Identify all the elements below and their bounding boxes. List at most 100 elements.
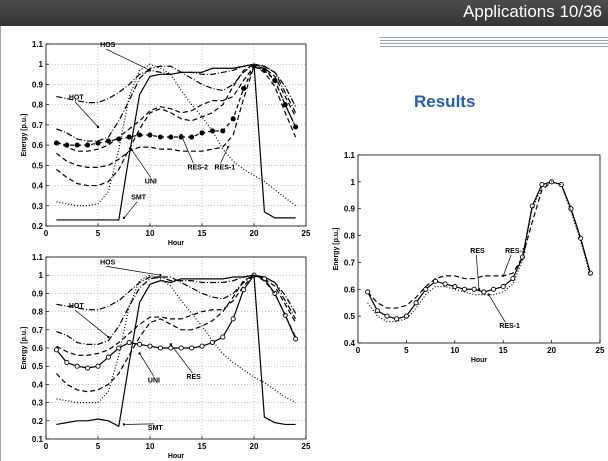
data-point <box>95 363 101 369</box>
annotation-arrow <box>74 309 109 338</box>
y-tick-label: 0.8 <box>32 308 44 317</box>
y-tick-label: 0.5 <box>344 312 356 321</box>
x-tick-label: 15 <box>198 229 207 238</box>
annotation-arrow <box>475 255 480 290</box>
data-point <box>105 138 111 144</box>
annotation-label-hot: HOT <box>69 95 85 102</box>
data-point <box>85 365 91 371</box>
x-tick-label: 20 <box>250 229 259 238</box>
y-axis-label: Energy [p.u.] <box>21 327 28 370</box>
data-point <box>220 128 226 134</box>
x-tick-label: 10 <box>450 346 459 355</box>
data-point <box>293 336 299 342</box>
x-axis-label: Hour <box>471 357 488 364</box>
y-tick-label: 0.5 <box>32 161 44 170</box>
data-point <box>126 134 132 140</box>
data-point <box>220 334 226 340</box>
series-group <box>53 63 299 221</box>
annotation-arrow <box>170 344 193 374</box>
series-group <box>365 179 593 323</box>
annotation-arrow-head <box>107 335 110 339</box>
series-line-hot <box>56 274 297 345</box>
x-axis-label: Hour <box>168 453 185 460</box>
chart-top: 0 5 10 15 20 25 0.2 0.3 0.4 0.5 0.6 0.7 0.8 0.9 1 1.1 Ho… <box>21 40 311 247</box>
annotation-arrow-head <box>226 145 230 149</box>
annotation-label-smt: SMT <box>148 425 164 432</box>
chart-bottom: 0 5 10 15 20 25 0.1 0.2 0.3 0.4 0.5 0.6 0.7 0.8 0.9 1 1.… <box>21 253 311 460</box>
y-tick-label: 0.3 <box>32 399 44 408</box>
data-point <box>53 347 59 353</box>
series-line-smt <box>56 63 296 221</box>
data-point <box>64 142 70 148</box>
series-line-res-1 <box>367 181 591 323</box>
data-point <box>105 354 111 360</box>
series-line-hos <box>56 63 297 107</box>
data-point <box>74 142 80 148</box>
annotation-label-hos: HOS <box>100 259 116 266</box>
x-tick-label: 15 <box>499 346 508 355</box>
y-tick-label: 0.4 <box>32 380 44 389</box>
data-point <box>500 284 506 290</box>
data-point <box>394 316 400 322</box>
annotation-arrow <box>123 423 154 425</box>
y-tick-label: 1.1 <box>32 253 44 262</box>
annotation-arrow <box>488 294 506 323</box>
y-tick-label: 0.9 <box>32 80 44 89</box>
annotation-label-res-2: RES-2 <box>187 164 208 171</box>
data-point <box>147 132 153 138</box>
data-point <box>510 275 516 282</box>
annotation-arrow <box>123 201 138 219</box>
data-point <box>53 140 59 146</box>
annotation-arrow <box>74 101 99 128</box>
y-tick-label: 0.8 <box>32 101 44 110</box>
y-tick-label: 0.6 <box>32 344 44 353</box>
data-point <box>481 289 487 295</box>
x-tick-label: 0 <box>44 442 49 451</box>
annotation-arrow <box>106 265 161 276</box>
data-point <box>384 313 390 319</box>
slide-header-bar: Applications 10/36 <box>0 0 608 26</box>
annotation-label-res: RES <box>186 374 201 381</box>
x-tick-label: 25 <box>596 346 605 355</box>
x-tick-label: 15 <box>198 442 207 451</box>
data-point <box>74 363 80 369</box>
results-heading: Results <box>414 92 476 111</box>
data-point <box>157 134 163 140</box>
x-tick-label: 5 <box>96 442 101 451</box>
annotation-arrow <box>502 254 512 276</box>
x-tick-label: 0 <box>44 229 49 238</box>
x-tick-label: 0 <box>356 346 361 355</box>
data-point <box>413 300 419 306</box>
plot-frame <box>45 43 307 227</box>
x-tick-label: 10 <box>146 442 155 451</box>
y-axis-label: Energy [p.u.] <box>21 114 28 157</box>
series-line-uni <box>56 65 297 168</box>
data-point <box>432 278 438 284</box>
left-border-rule <box>0 26 1 461</box>
data-point <box>539 181 545 188</box>
annotation-arrow-head <box>159 274 162 277</box>
annotation-arrow-head <box>122 216 126 220</box>
annotation-label-res-1: RES-1 <box>214 164 235 171</box>
data-point <box>403 313 409 319</box>
x-tick-label: 5 <box>96 229 101 238</box>
y-tick-label: 0.7 <box>344 258 356 267</box>
data-point <box>168 134 174 140</box>
data-point <box>230 316 236 322</box>
annotation-label-res-1: RES-1 <box>499 323 520 330</box>
series-line-unlabeled-5 <box>56 63 297 187</box>
y-axis-label: Energy [p.u.] <box>333 228 340 271</box>
slide-title: Applications 10/36 <box>463 2 602 21</box>
annotation-arrow <box>130 148 152 178</box>
data-point <box>282 312 288 318</box>
x-axis-label: Hour <box>168 240 185 247</box>
y-tick-label: 0.9 <box>32 289 44 298</box>
data-point <box>85 142 91 148</box>
data-point <box>64 360 70 366</box>
y-tick-label: 0.6 <box>344 285 356 294</box>
data-point <box>568 206 574 212</box>
data-point <box>461 286 468 292</box>
x-tick-label: 25 <box>302 442 311 451</box>
data-point <box>365 289 371 295</box>
